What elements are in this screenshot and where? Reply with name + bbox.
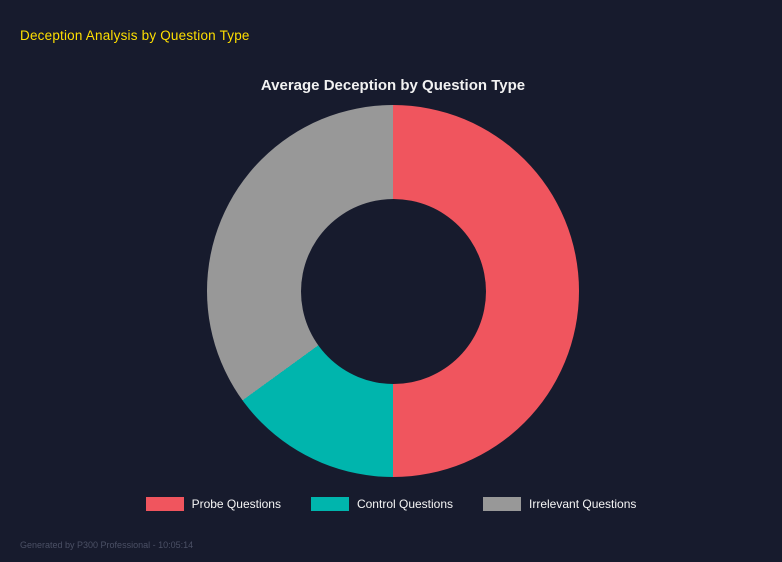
legend-label-irrelevant: Irrelevant Questions (529, 497, 637, 511)
donut-hole (300, 198, 486, 384)
donut-chart[interactable] (207, 105, 579, 477)
legend-label-probe: Probe Questions (191, 497, 281, 511)
legend-item-control[interactable]: Control Questions (310, 497, 454, 511)
chart-legend: Probe Questions Control Questions Irrele… (0, 497, 782, 511)
legend-swatch-probe (145, 497, 184, 511)
chart-title: Average Deception by Question Type (260, 77, 526, 94)
page-title: Deception Analysis by Question Type (20, 28, 250, 43)
legend-label-control: Control Questions (356, 497, 454, 511)
legend-swatch-irrelevant (483, 497, 522, 511)
legend-item-irrelevant[interactable]: Irrelevant Questions (483, 497, 636, 511)
footer-text: Generated by P300 Professional - 10:05:1… (20, 540, 194, 550)
legend-swatch-control (310, 497, 349, 511)
legend-item-probe[interactable]: Probe Questions (145, 497, 281, 511)
